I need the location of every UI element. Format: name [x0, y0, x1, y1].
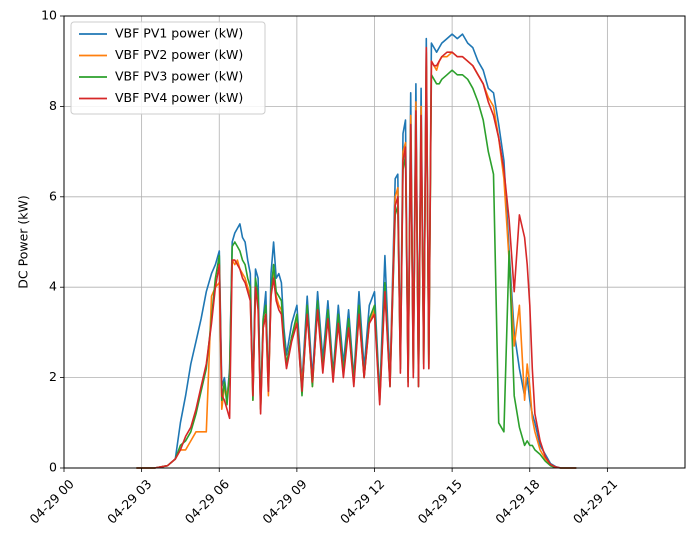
- y-axis-label: DC Power (kW): [16, 195, 31, 288]
- legend-label-pv4: VBF PV4 power (kW): [115, 90, 243, 105]
- series-line-pv4: [136, 46, 577, 469]
- y-tick-label: 10: [41, 8, 57, 23]
- y-tick-label: 4: [49, 279, 57, 294]
- legend-label-pv3: VBF PV3 power (kW): [115, 69, 243, 84]
- legend-label-pv1: VBF PV1 power (kW): [115, 26, 243, 41]
- legend: VBF PV1 power (kW) VBF PV2 power (kW) VBF …: [70, 21, 266, 115]
- y-tick-label: 8: [49, 98, 57, 113]
- legend-label-pv2: VBF PV2 power (kW): [115, 47, 243, 62]
- y-tick-label: 6: [49, 188, 57, 203]
- series-layer: [136, 33, 577, 469]
- y-tick-label: 2: [49, 369, 57, 384]
- legend-box: [70, 21, 266, 115]
- y-tick-label: 0: [49, 460, 57, 475]
